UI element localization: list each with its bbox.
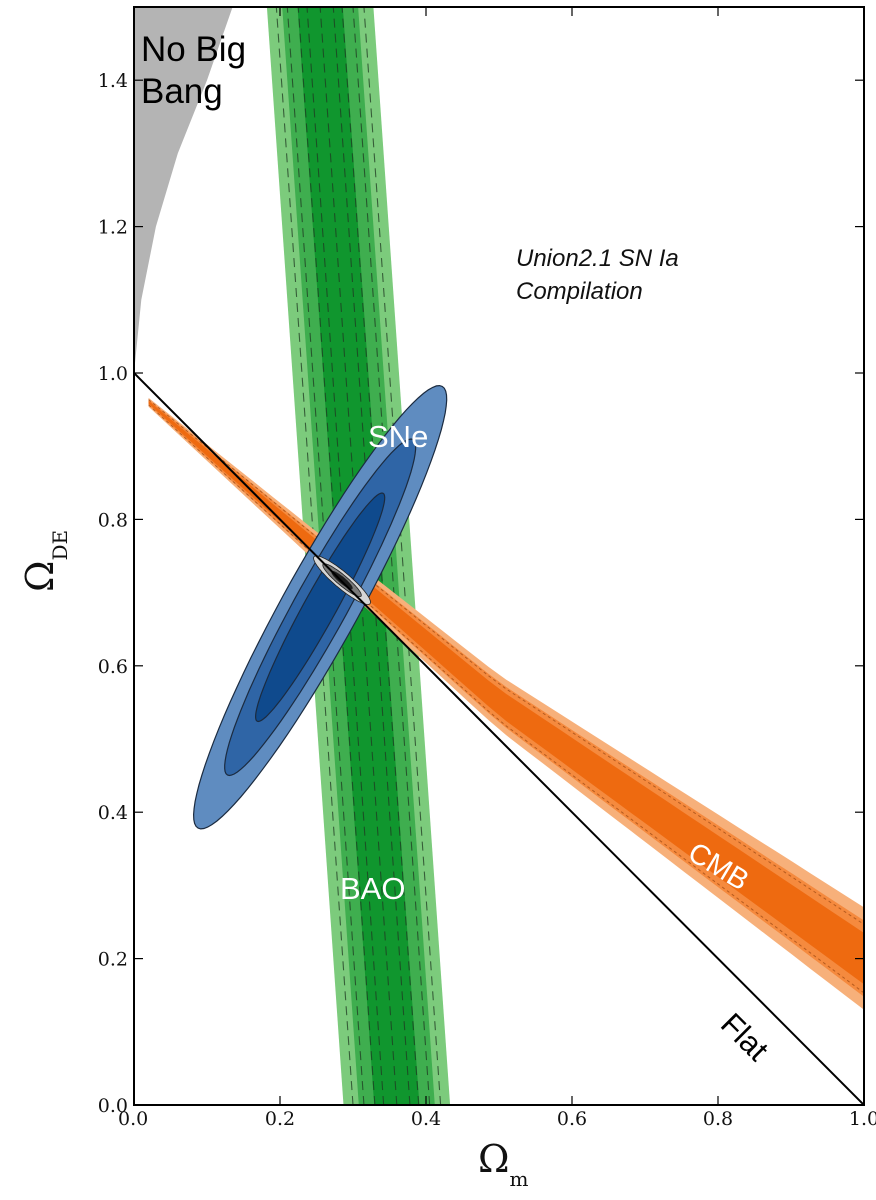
sne-annotation-line2: Compilation: [516, 278, 643, 305]
plot-frame: [133, 6, 865, 1106]
flat-label: Flat: [714, 1006, 776, 1068]
y-tick-label: 0.6: [98, 656, 128, 678]
x-tick-label: 0.4: [411, 1108, 441, 1130]
x-tick-label: 1.0: [849, 1108, 876, 1130]
sne-contour-3: [254, 492, 386, 723]
bao-dashed-line-6: [332, 7, 411, 1105]
bao-dashed-line-7: [341, 7, 420, 1105]
no-big-bang-region: [134, 7, 233, 373]
no-big-bang-label-line2: Bang: [141, 72, 223, 111]
bao-dashed-line-1: [275, 7, 354, 1105]
x-tick-label: 0.2: [265, 1108, 295, 1130]
x-tick-label: 0.8: [703, 1108, 733, 1130]
bao-dashed-line-5: [319, 7, 398, 1105]
flat-universe-line: [134, 372, 864, 1105]
y-axis-title: ΩDE: [18, 530, 72, 592]
cmb-contour-3: [148, 400, 864, 985]
bao-dashed-line-3: [297, 7, 376, 1105]
y-tick-label: 0.8: [98, 509, 128, 531]
y-tick-label: 1.4: [98, 70, 128, 92]
x-axis-ticks: 0.0 0.2 0.4 0.6 0.8 1.0: [118, 7, 876, 1130]
y-tick-label: 1.0: [98, 363, 128, 385]
bao-dashed-line-4: [306, 7, 385, 1105]
bao-dashed-line-2: [286, 7, 365, 1105]
sne-contours: [192, 384, 448, 830]
y-tick-label: 0.4: [98, 802, 128, 824]
y-tick-label: 0.2: [98, 949, 128, 971]
y-axis-ticks: 0.0 0.2 0.4 0.6 0.8 1.0 1.2 1.4: [98, 70, 864, 1117]
x-tick-label: 0.6: [557, 1108, 587, 1130]
bao-dashed-line-9: [363, 7, 442, 1105]
sne-annotation-line1: Union2.1 SN Ia: [516, 245, 679, 272]
plot-area: [134, 7, 864, 1105]
y-tick-label: 1.2: [98, 217, 128, 239]
y-tick-label: 0.0: [98, 1095, 128, 1117]
no-big-bang-label-line1: No Big: [141, 30, 246, 69]
x-tick-label: 0.0: [118, 1108, 148, 1130]
x-axis-title: Ωm: [478, 1137, 529, 1191]
bao-label: BAO: [340, 871, 405, 906]
sne-label: SNe: [368, 419, 428, 454]
cmb-dotted-line-1: [148, 404, 864, 994]
cmb-dotted-line-2: [148, 399, 864, 925]
bao-dashed-line-8: [352, 7, 431, 1105]
